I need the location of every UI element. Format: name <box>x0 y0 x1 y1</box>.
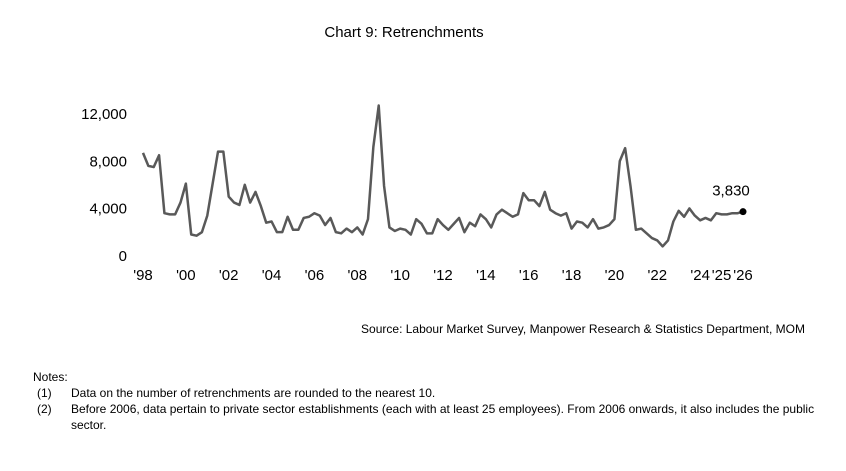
notes: Notes: (1) Data on the number of retrench… <box>33 369 823 433</box>
y-tick-label: 8,000 <box>89 153 127 170</box>
notes-heading: Notes: <box>33 370 68 384</box>
x-tick-label: '02 <box>219 267 239 284</box>
x-tick-label: '00 <box>176 267 196 284</box>
y-tick-label: 4,000 <box>89 201 127 218</box>
x-tick-label: '16 <box>519 267 539 284</box>
note-num: (1) <box>37 386 52 400</box>
note: (1) Data on the number of retrenchments a… <box>33 385 823 401</box>
chart-title: Chart 9: Retrenchments <box>324 24 483 41</box>
note-text: Data on the number of retrenchments are … <box>71 386 436 400</box>
x-tick-label: '04 <box>262 267 282 284</box>
note-text: Before 2006, data pertain to private sec… <box>71 402 815 432</box>
x-tick-label: '12 <box>433 267 453 284</box>
note: (2) Before 2006, data pertain to private … <box>33 401 823 433</box>
y-tick-label: 12,000 <box>81 106 127 123</box>
x-tick-label: '10 <box>390 267 410 284</box>
x-tick-label: '20 <box>605 267 625 284</box>
source: Source: Labour Market Survey, Manpower R… <box>361 322 805 336</box>
x-tick-label: '06 <box>305 267 325 284</box>
x-tick-label: '24 <box>690 267 710 284</box>
chart: Chart 9: Retrenchments Source: Labour Ma… <box>81 24 805 336</box>
data-label: 3,830 <box>712 183 750 200</box>
x-tick-label: '08 <box>348 267 368 284</box>
x-tick-label: '18 <box>562 267 582 284</box>
note-num: (2) <box>37 402 52 416</box>
end-marker <box>739 208 747 216</box>
x-tick-label: '22 <box>648 267 668 284</box>
x-tick-label: '98 <box>133 267 153 284</box>
x-tick-label: '14 <box>476 267 496 284</box>
x-tick-label: '26 <box>733 267 753 284</box>
x-tick-label: '25 <box>712 267 732 284</box>
y-tick-label: 0 <box>119 248 127 265</box>
line <box>141 104 744 248</box>
